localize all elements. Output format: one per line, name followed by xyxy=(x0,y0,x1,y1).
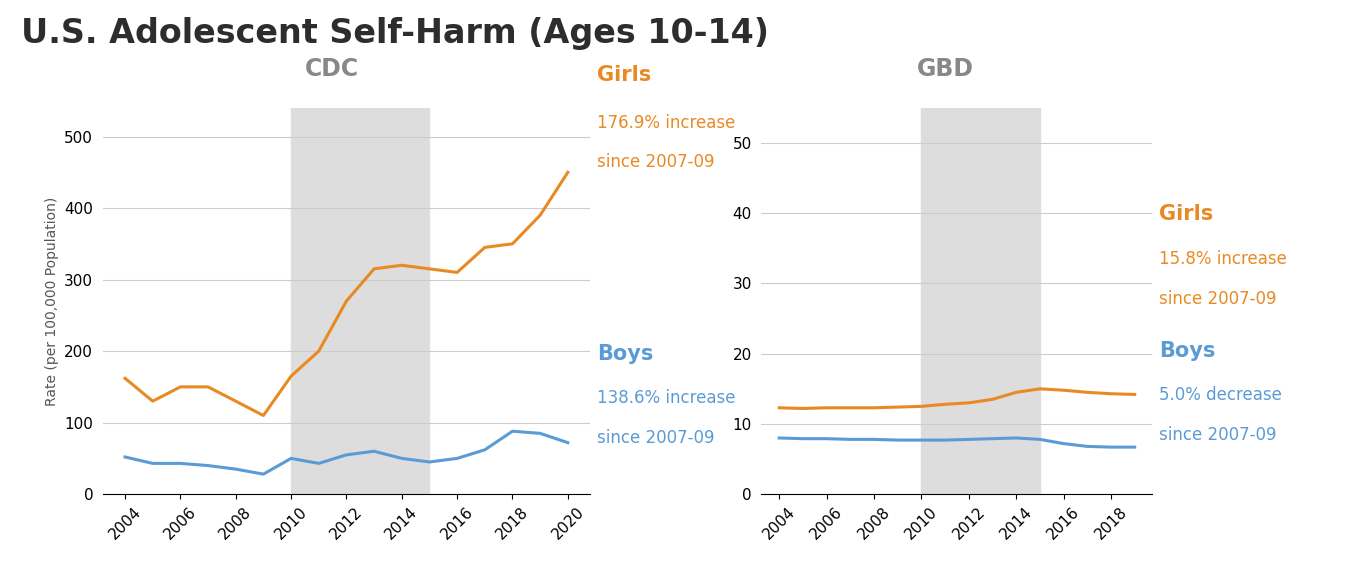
Text: Boys: Boys xyxy=(1159,341,1216,361)
Y-axis label: Rate (per 100,000 Population): Rate (per 100,000 Population) xyxy=(45,197,59,406)
Text: Girls: Girls xyxy=(597,65,652,85)
Bar xyxy=(922,108,1040,494)
Text: 176.9% increase: 176.9% increase xyxy=(597,114,735,132)
Text: U.S. Adolescent Self-Harm (Ages 10-14): U.S. Adolescent Self-Harm (Ages 10-14) xyxy=(21,17,768,50)
Text: GBD: GBD xyxy=(916,57,974,81)
Text: since 2007-09: since 2007-09 xyxy=(1159,290,1277,308)
Text: Boys: Boys xyxy=(597,344,653,364)
Text: CDC: CDC xyxy=(305,57,359,81)
Bar xyxy=(291,108,429,494)
Text: Girls: Girls xyxy=(1159,204,1214,224)
Text: since 2007-09: since 2007-09 xyxy=(597,153,715,172)
Text: since 2007-09: since 2007-09 xyxy=(597,429,715,447)
Text: 15.8% increase: 15.8% increase xyxy=(1159,250,1287,268)
Text: 5.0% decrease: 5.0% decrease xyxy=(1159,386,1283,404)
Text: 138.6% increase: 138.6% increase xyxy=(597,389,735,407)
Text: since 2007-09: since 2007-09 xyxy=(1159,426,1277,444)
